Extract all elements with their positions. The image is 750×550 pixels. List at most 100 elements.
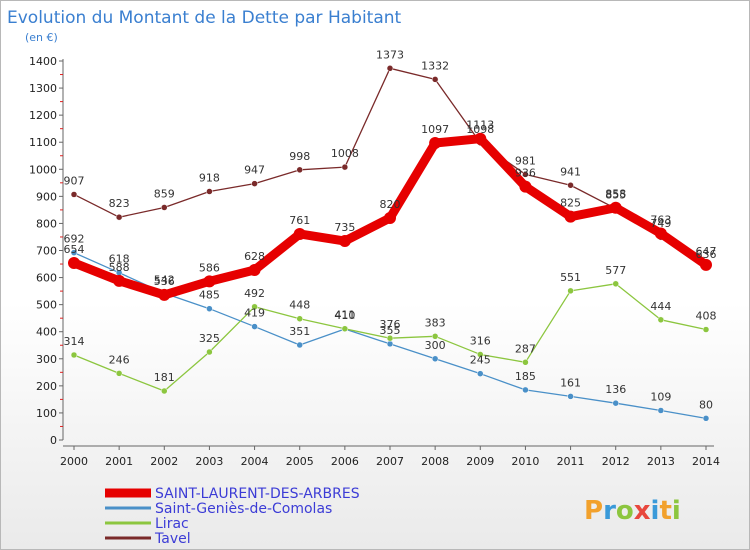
- data-label: 628: [244, 250, 265, 263]
- data-label: 109: [650, 390, 671, 403]
- data-label: 998: [289, 150, 310, 163]
- y-tick-label: 1300: [29, 82, 57, 95]
- series-point: [70, 191, 78, 198]
- legend-label: Tavel: [154, 531, 191, 547]
- proxiti-logo: Proxiti: [584, 496, 681, 526]
- data-label: 820: [380, 198, 401, 211]
- chart-subtitle: (en €): [25, 31, 58, 44]
- data-label: 419: [244, 307, 265, 320]
- data-label: 314: [64, 335, 85, 348]
- data-label: 355: [380, 324, 401, 337]
- logo-letter: x: [634, 496, 651, 526]
- series-point-main: [113, 274, 126, 287]
- y-tick-label: 300: [36, 353, 57, 366]
- data-label: 761: [289, 214, 310, 227]
- logo-letter: r: [603, 496, 616, 526]
- legend-label: Saint-Geniès-de-Comolas: [155, 501, 332, 517]
- data-label: 136: [605, 383, 626, 396]
- data-label: 586: [199, 261, 220, 274]
- x-tick-label: 2001: [105, 455, 133, 468]
- series-point: [296, 166, 303, 174]
- x-tick-label: 2005: [286, 455, 314, 468]
- logo-text: Proxiti: [584, 496, 681, 526]
- data-label: 300: [425, 339, 446, 352]
- data-label: 1113: [466, 119, 494, 132]
- y-tick-label: 200: [36, 380, 57, 393]
- x-tick-label: 2000: [60, 455, 88, 468]
- data-label: 1332: [421, 59, 449, 72]
- x-tick-label: 2006: [331, 455, 359, 468]
- series-point: [431, 355, 439, 363]
- y-tick-label: 500: [36, 299, 57, 312]
- data-label: 907: [64, 174, 85, 187]
- series-point-main: [338, 235, 351, 248]
- logo-letter: o: [616, 496, 634, 526]
- series-point: [567, 182, 574, 189]
- data-label: 492: [244, 287, 265, 300]
- data-label: 647: [696, 245, 717, 258]
- data-label: 376: [380, 318, 401, 331]
- series-point-main: [384, 212, 396, 225]
- data-label: 551: [560, 271, 581, 284]
- y-tick-label: 700: [36, 245, 57, 258]
- series-point-main: [474, 132, 487, 145]
- series-point: [386, 334, 394, 342]
- data-label: 410: [334, 309, 355, 322]
- data-label: 947: [244, 164, 265, 177]
- series-point: [115, 370, 123, 377]
- data-label: 763: [650, 213, 671, 226]
- data-label: 855: [605, 189, 626, 202]
- data-label: 825: [560, 197, 581, 210]
- data-label: 692: [64, 233, 85, 246]
- series-point-main: [700, 258, 712, 271]
- data-label: 1097: [421, 123, 449, 136]
- logo-letter: t: [659, 496, 671, 526]
- series-line-3: [73, 67, 707, 269]
- data-label: 735: [334, 221, 355, 234]
- y-tick-label: 400: [36, 326, 57, 339]
- data-label: 1098: [466, 123, 494, 136]
- series-point: [567, 287, 574, 295]
- series-point: [477, 351, 484, 358]
- data-label: 941: [560, 165, 581, 178]
- y-tick-label: 1400: [29, 55, 57, 68]
- series-point: [296, 341, 303, 349]
- series-point-main: [203, 275, 216, 288]
- data-label: 411: [334, 309, 355, 322]
- chart-title: Evolution du Montant de la Dette par Hab…: [7, 8, 402, 28]
- series-point: [522, 171, 529, 178]
- x-tick-label: 2014: [692, 455, 720, 468]
- series-point: [522, 359, 529, 366]
- data-label: 316: [470, 334, 491, 347]
- x-tick-label: 2013: [647, 455, 675, 468]
- data-label: 1373: [376, 48, 404, 61]
- series-point: [702, 326, 710, 333]
- y-tick-label: 0: [50, 434, 57, 447]
- series-point: [296, 315, 303, 322]
- series-point: [567, 393, 574, 400]
- data-label: 749: [650, 217, 671, 230]
- y-tick-label: 800: [36, 217, 57, 230]
- y-tick-label: 1000: [29, 163, 57, 176]
- series-point-main: [654, 227, 667, 240]
- data-label: 245: [470, 354, 491, 367]
- data-label: 588: [109, 261, 130, 274]
- legend-label: SAINT-LAURENT-DES-ARBRES: [155, 486, 360, 502]
- data-label: 542: [154, 273, 175, 286]
- x-tick-label: 2003: [195, 455, 223, 468]
- data-label: 577: [605, 264, 626, 277]
- logo-letter: i: [651, 496, 660, 526]
- series-point: [386, 65, 394, 72]
- series-point: [431, 333, 439, 340]
- data-label: 918: [199, 171, 220, 184]
- data-label: 654: [64, 243, 85, 256]
- data-label: 351: [289, 325, 310, 338]
- series-point: [206, 305, 213, 312]
- x-tick-label: 2009: [466, 455, 494, 468]
- data-label: 618: [109, 253, 130, 266]
- series-point: [612, 280, 619, 288]
- series-point: [702, 415, 710, 422]
- x-tick-label: 2002: [150, 455, 178, 468]
